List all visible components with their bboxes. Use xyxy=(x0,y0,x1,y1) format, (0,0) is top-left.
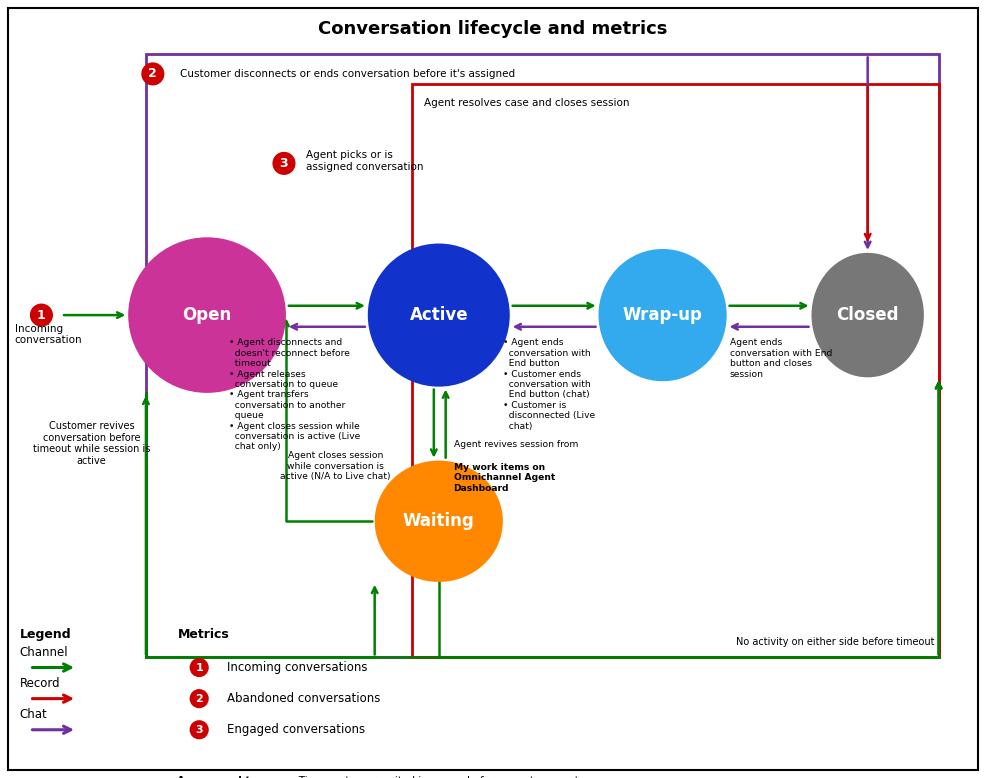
Text: Chat: Chat xyxy=(20,708,47,721)
Text: Channel: Channel xyxy=(20,646,68,659)
Text: 2: 2 xyxy=(149,68,157,80)
Circle shape xyxy=(190,690,208,707)
Text: Abandoned conversations: Abandoned conversations xyxy=(227,692,381,705)
Text: : Time customer waited in queue before agent connects: : Time customer waited in queue before a… xyxy=(292,776,585,778)
Text: Legend: Legend xyxy=(20,628,71,641)
Text: 2: 2 xyxy=(195,694,203,703)
Text: 3: 3 xyxy=(280,157,288,170)
Ellipse shape xyxy=(599,249,727,381)
Text: Agent ends
conversation with End
button and closes
session: Agent ends conversation with End button … xyxy=(730,338,832,379)
Text: 1: 1 xyxy=(195,663,203,672)
Text: • Agent ends
  conversation with
  End button
• Customer ends
  conversation wit: • Agent ends conversation with End butto… xyxy=(503,338,595,431)
Text: Record: Record xyxy=(20,677,60,690)
Ellipse shape xyxy=(368,244,510,387)
Text: My work items on
Omnichannel Agent
Dashboard: My work items on Omnichannel Agent Dashb… xyxy=(454,463,555,492)
Text: Closed: Closed xyxy=(836,306,899,324)
Circle shape xyxy=(190,659,208,676)
Text: • Agent disconnects and
  doesn't reconnect before
  timeout
• Agent releases
  : • Agent disconnects and doesn't reconnec… xyxy=(229,338,360,451)
Text: Engaged conversations: Engaged conversations xyxy=(227,724,365,736)
Ellipse shape xyxy=(811,253,924,377)
Bar xyxy=(412,84,939,657)
Bar xyxy=(146,54,939,657)
Ellipse shape xyxy=(128,237,286,393)
Circle shape xyxy=(273,152,295,174)
Text: Open: Open xyxy=(182,306,232,324)
Circle shape xyxy=(31,304,52,326)
Text: Agent closes session
while conversation is
active (N/A to Live chat): Agent closes session while conversation … xyxy=(280,451,390,481)
Ellipse shape xyxy=(375,461,503,582)
Circle shape xyxy=(190,721,208,738)
Text: 3: 3 xyxy=(195,725,203,734)
Text: Agent revives session from: Agent revives session from xyxy=(454,440,578,449)
Text: Waiting: Waiting xyxy=(403,512,474,531)
Text: Wrap-up: Wrap-up xyxy=(622,306,703,324)
Text: Customer revives
conversation before
timeout while session is
active: Customer revives conversation before tim… xyxy=(33,421,151,466)
Text: Conversation lifecycle and metrics: Conversation lifecycle and metrics xyxy=(318,19,668,38)
Text: Agent resolves case and closes session: Agent resolves case and closes session xyxy=(424,98,629,107)
Text: Active: Active xyxy=(409,306,468,324)
Text: 1: 1 xyxy=(37,309,45,321)
Text: No activity on either side before timeout: No activity on either side before timeou… xyxy=(737,637,935,647)
Text: Agent picks or is
assigned conversation: Agent picks or is assigned conversation xyxy=(306,150,423,172)
Text: Incoming conversations: Incoming conversations xyxy=(227,661,367,674)
Circle shape xyxy=(142,63,164,85)
Text: Customer disconnects or ends conversation before it's assigned: Customer disconnects or ends conversatio… xyxy=(180,69,516,79)
Text: Avg. speed to answer: Avg. speed to answer xyxy=(177,776,305,778)
Text: Incoming
conversation: Incoming conversation xyxy=(15,324,83,345)
Text: Metrics: Metrics xyxy=(177,628,229,641)
